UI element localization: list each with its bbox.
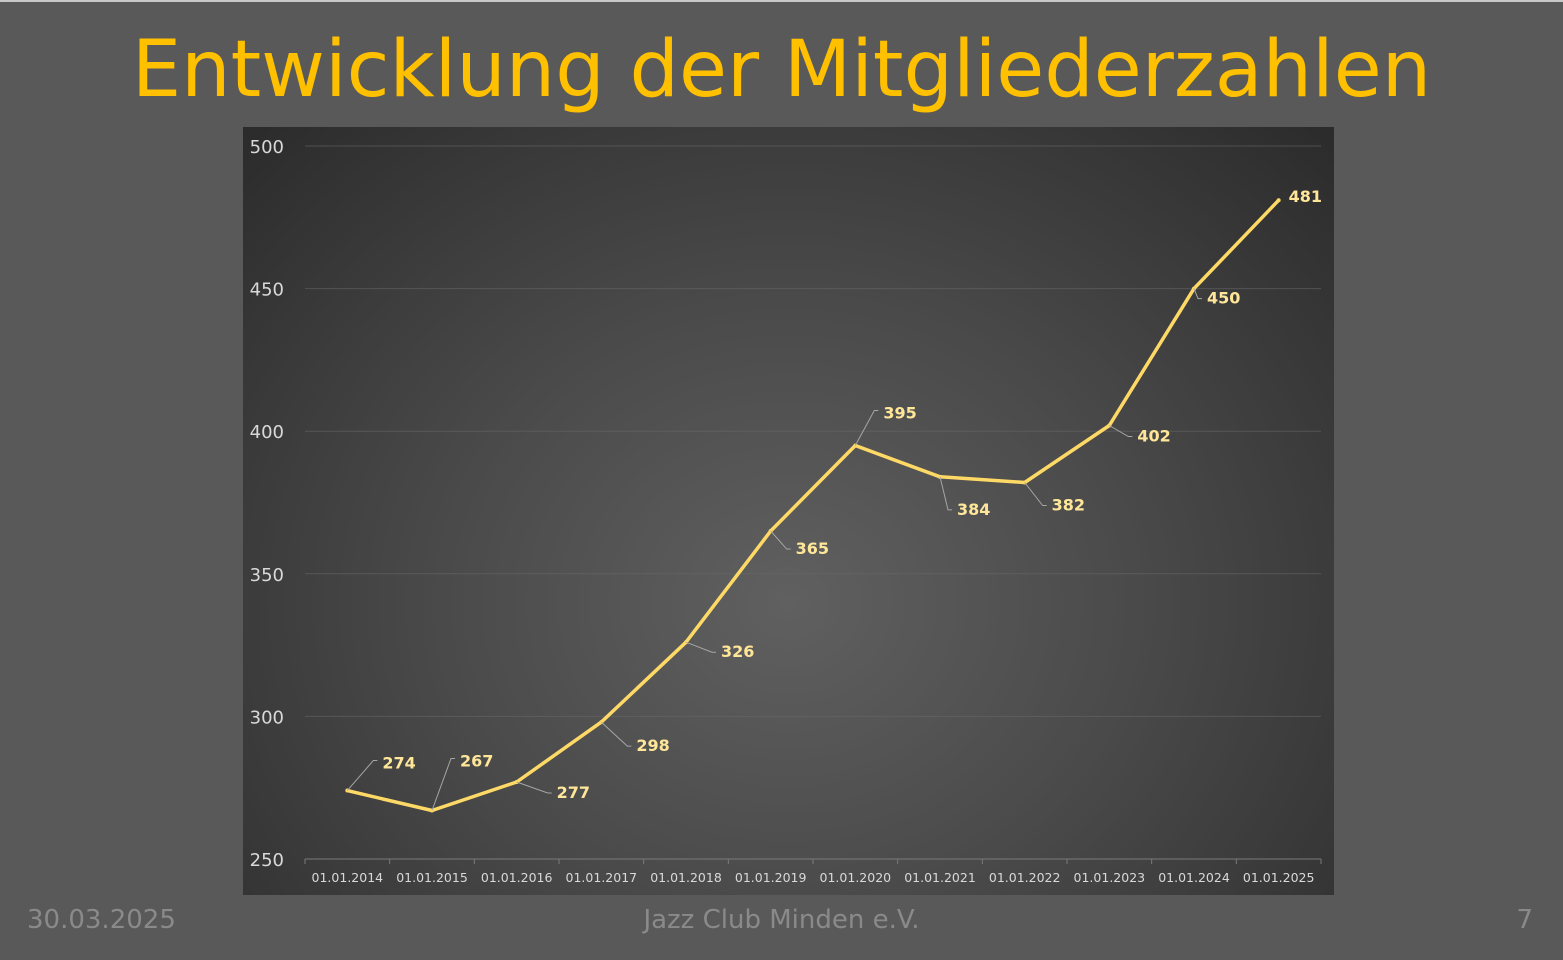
leader-line-3 xyxy=(600,721,632,747)
data-label-7: 384 xyxy=(957,500,990,519)
x-tick-label-10: 01.01.2024 xyxy=(1158,870,1230,885)
y-tick-label-350: 350 xyxy=(250,565,284,586)
leader-line-5 xyxy=(770,530,791,550)
leader-line-4 xyxy=(685,641,716,653)
footer-organization: Jazz Club Minden e.V. xyxy=(643,905,920,935)
chart-svg: 250 300 350 400 450 500 01.01.2014 01.01.2015 01… xyxy=(250,137,1322,885)
data-label-1: 267 xyxy=(460,752,493,771)
x-tick-label-8: 01.01.2022 xyxy=(989,870,1061,885)
x-tick-label-3: 01.01.2017 xyxy=(566,870,638,885)
footer-date: 30.03.2025 xyxy=(27,905,176,935)
slide-title: Entwicklung der Mitgliederzahlen xyxy=(131,25,1432,115)
leader-line-2 xyxy=(516,781,552,794)
x-tick-label-6: 01.01.2020 xyxy=(820,870,892,885)
y-tick-label-250: 250 xyxy=(250,850,284,871)
leader-line-9 xyxy=(1109,425,1133,437)
x-tick-label-1: 01.01.2015 xyxy=(396,870,468,885)
y-tick-label-500: 500 xyxy=(250,137,284,158)
data-label-3: 298 xyxy=(636,736,669,755)
data-point-2 xyxy=(514,779,519,784)
x-tick-label-4: 01.01.2018 xyxy=(650,870,722,885)
leader-line-1 xyxy=(431,758,455,811)
y-tick-label-300: 300 xyxy=(250,707,284,728)
line-chart: 250 300 350 400 450 500 01.01.2014 01.01.2015 01… xyxy=(243,127,1334,895)
x-tick-label-0: 01.01.2014 xyxy=(312,870,384,885)
x-tick-label-7: 01.01.2021 xyxy=(904,870,976,885)
leader-line-6 xyxy=(854,409,879,446)
y-tick-label-400: 400 xyxy=(250,422,284,443)
data-label-6: 395 xyxy=(883,403,916,422)
data-label-5: 365 xyxy=(796,539,829,558)
y-tick-label-450: 450 xyxy=(250,280,284,301)
data-label-4: 326 xyxy=(721,642,754,661)
data-label-11: 481 xyxy=(1289,187,1322,206)
x-tick-label-5: 01.01.2019 xyxy=(735,870,807,885)
data-point-11 xyxy=(1276,198,1281,203)
x-tick-label-2: 01.01.2016 xyxy=(481,870,553,885)
top-rule xyxy=(0,0,1563,2)
series-line xyxy=(345,198,1281,813)
leader-line-8 xyxy=(1024,482,1047,507)
data-label-2: 277 xyxy=(557,783,590,802)
x-tick-label-9: 01.01.2023 xyxy=(1074,870,1146,885)
page-number: 7 xyxy=(1516,905,1533,935)
x-tick-label-11: 01.01.2025 xyxy=(1243,870,1315,885)
leader-line-0 xyxy=(346,760,378,791)
data-point-1 xyxy=(430,808,434,813)
data-label-10: 450 xyxy=(1207,289,1240,308)
leader-line-10 xyxy=(1193,288,1202,300)
leader-line-7 xyxy=(939,476,952,511)
data-label-0: 274 xyxy=(382,754,415,773)
data-label-9: 402 xyxy=(1137,426,1170,445)
data-label-8: 382 xyxy=(1052,496,1085,515)
